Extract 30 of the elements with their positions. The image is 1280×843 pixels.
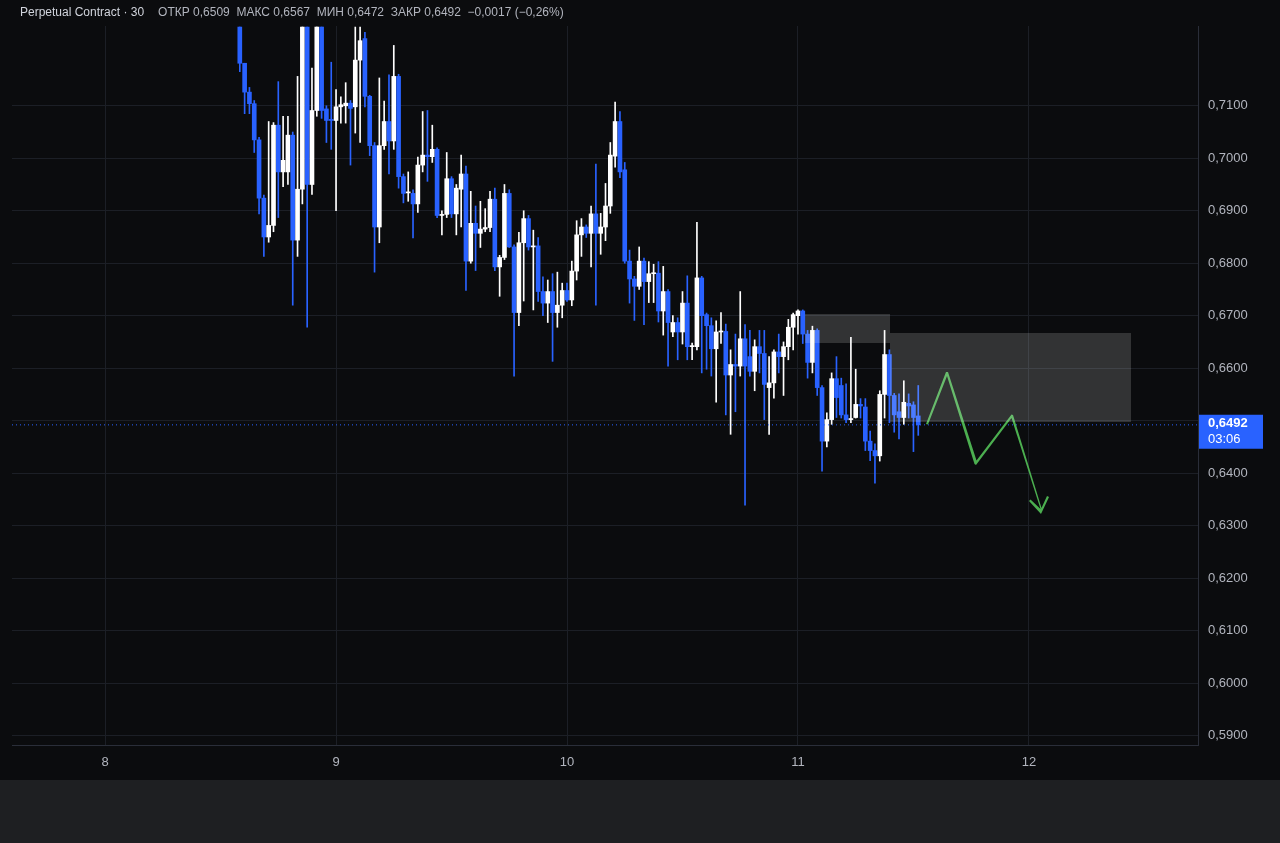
y-tick-label: 0,6200 — [1208, 569, 1248, 585]
x-tick-label: 11 — [791, 754, 805, 770]
y-tick-label: 0,6600 — [1208, 359, 1248, 375]
x-tick-label: 10 — [559, 754, 575, 770]
y-tick-label: 0,6100 — [1208, 622, 1248, 638]
candlestick — [328, 61, 334, 150]
y-tick-label: 0,6900 — [1208, 202, 1248, 218]
y-tick-label: 0,7100 — [1208, 97, 1248, 113]
chart-title: Perpetual Contract · 30 — [20, 5, 145, 20]
ref-line-label: 0,6492 — [1208, 415, 1248, 431]
y-tick-label: 0,5900 — [1208, 727, 1248, 743]
x-tick-label: 9 — [332, 754, 340, 770]
candlestick — [333, 89, 339, 212]
y-tick-label: 0,7000 — [1208, 149, 1248, 165]
candlestick — [776, 333, 782, 374]
y-tick-label: 0,6300 — [1208, 517, 1248, 533]
candlestick — [675, 317, 681, 361]
candlestick — [646, 261, 652, 303]
x-tick-label: 12 — [1021, 754, 1037, 770]
text: 03:06 — [1208, 431, 1241, 447]
y-tick-label: 0,6800 — [1208, 254, 1248, 270]
candlestick — [429, 124, 435, 163]
x-tick-label: 8 — [101, 754, 109, 770]
chart-subtitle: ОТКР 0,6509 МАКС 0,6567 МИН 0,6472 ЗАКР 0,6492 −0,0017 (−0,26%) — [158, 5, 564, 20]
candlestick — [848, 336, 854, 424]
candlestick — [338, 96, 344, 124]
y-tick-label: 0,6400 — [1208, 464, 1248, 480]
y-tick-label: 0,6000 — [1208, 674, 1248, 690]
y-tick-label: 0,6700 — [1208, 307, 1248, 323]
candlestick — [343, 82, 348, 124]
